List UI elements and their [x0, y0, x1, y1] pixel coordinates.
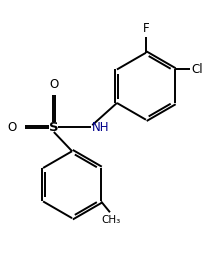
Text: O: O [8, 120, 17, 134]
Text: F: F [143, 22, 149, 35]
Text: CH₃: CH₃ [101, 215, 121, 225]
Text: S: S [49, 120, 59, 134]
Text: Cl: Cl [191, 63, 203, 76]
Text: NH: NH [92, 120, 110, 134]
Text: O: O [49, 78, 58, 91]
